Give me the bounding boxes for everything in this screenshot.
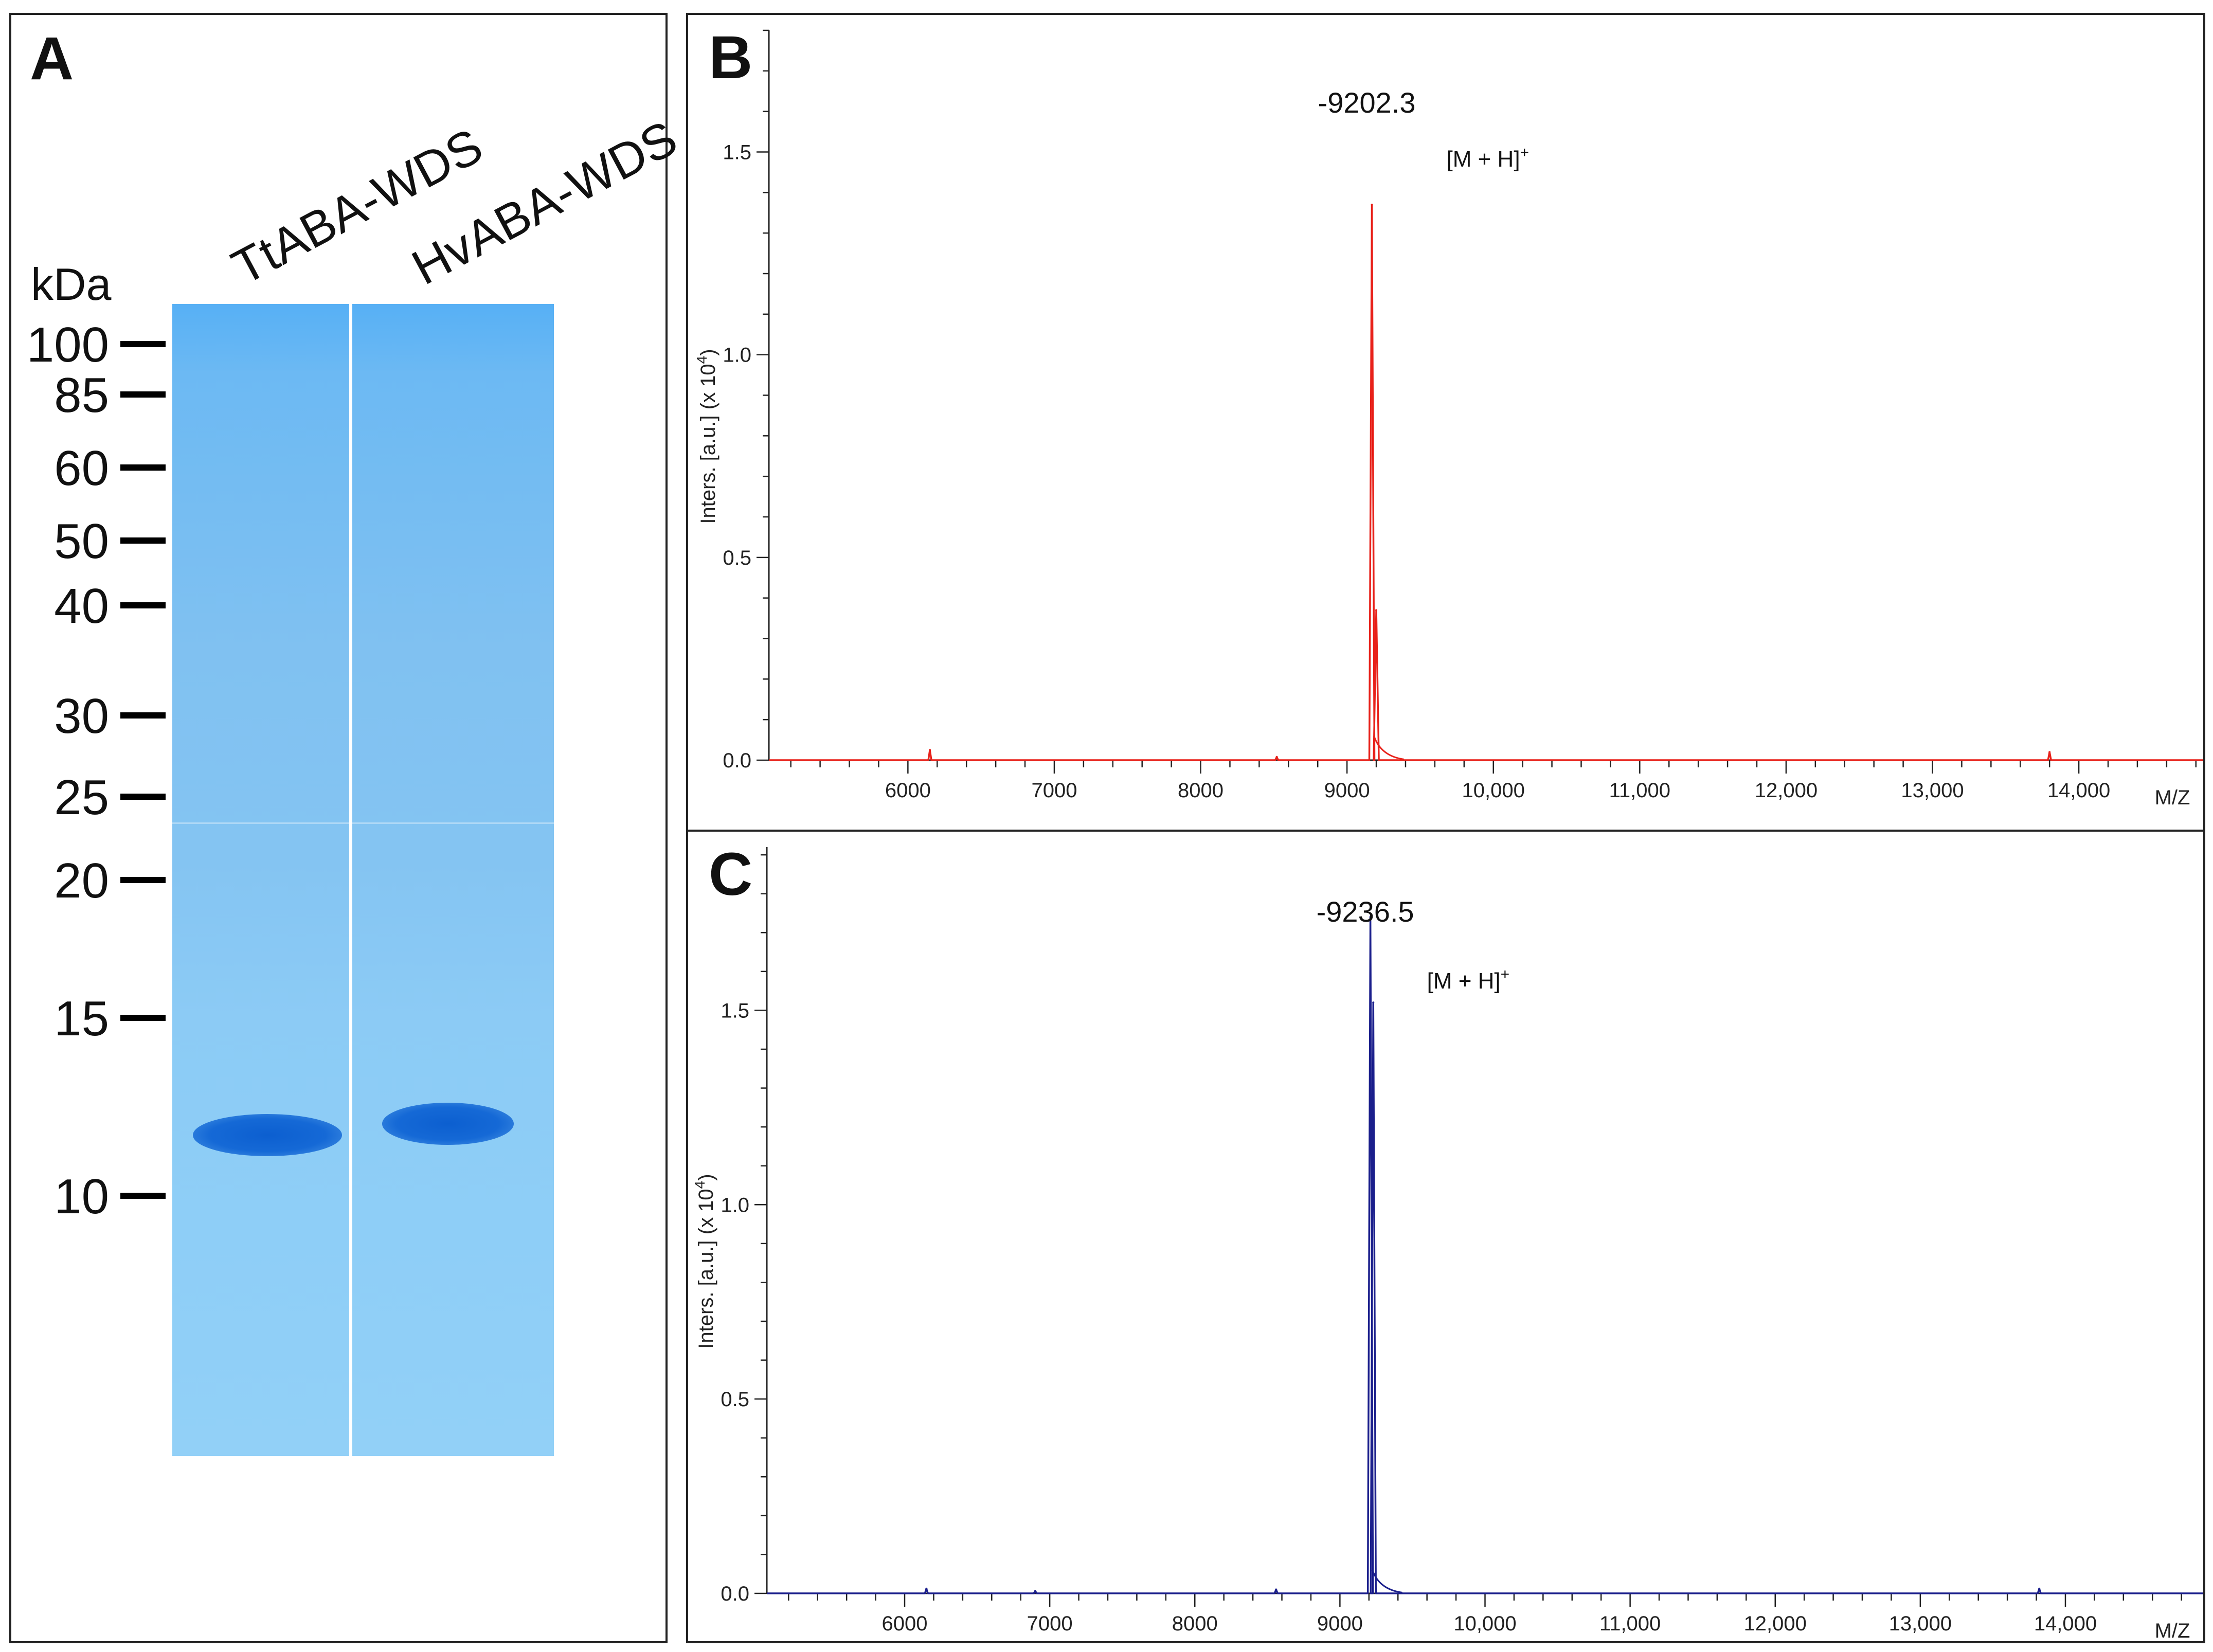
marker-tick <box>120 1193 166 1199</box>
marker-row: 15 <box>11 992 176 1044</box>
panel-c-spectrum: C 6000 7000 8000 9000 10,000 11,000 12,000 13,0… <box>686 832 2205 1643</box>
x-axis-label: M/Z <box>2155 1620 2190 1641</box>
x-axis-label: M/Z <box>2155 786 2190 809</box>
y-tick-label: 1.0 <box>723 344 751 367</box>
peak-point <box>2038 1587 2041 1590</box>
protein-band-lane-2 <box>382 1102 514 1145</box>
marker-row: 40 <box>11 580 176 631</box>
y-tick-label: 1.5 <box>721 999 749 1022</box>
lane-divider <box>349 304 352 1456</box>
marker-row: 50 <box>11 515 176 566</box>
panel-b-letter: B <box>709 24 753 92</box>
x-tick-label: 6000 <box>882 1612 928 1635</box>
panel-c-letter: C <box>709 840 753 908</box>
peak-point <box>2048 751 2051 753</box>
marker-label: 30 <box>54 689 109 744</box>
y-tick-label: 0.5 <box>723 547 751 569</box>
marker-tick <box>120 391 166 398</box>
marker-row: 20 <box>11 854 176 906</box>
peak-point <box>929 749 931 751</box>
marker-row: 100 <box>11 318 176 370</box>
y-tick-label: 0.0 <box>721 1583 749 1605</box>
x-tick-label: 7000 <box>1031 779 1077 802</box>
x-tick-label: 8000 <box>1178 779 1224 802</box>
peak-point <box>1275 1588 1278 1591</box>
y-tick-label: 0.0 <box>723 749 751 772</box>
peak-point <box>1372 1001 1375 1004</box>
marker-label: 20 <box>54 853 109 908</box>
peak-mass-label: -9202.3 <box>1318 86 1416 119</box>
x-tick-label: 11,000 <box>1609 779 1670 802</box>
y-tick-label: 1.5 <box>723 141 751 164</box>
x-tick-label: 6000 <box>885 779 931 802</box>
x-tick-label: 9000 <box>1317 1612 1363 1635</box>
marker-label: 50 <box>54 514 109 569</box>
marker-tick <box>120 341 166 347</box>
x-tick-label: 11,000 <box>1599 1612 1661 1635</box>
x-tick-label: 12,000 <box>1755 779 1818 802</box>
x-tick-label: 8000 <box>1172 1612 1218 1635</box>
marker-label: 10 <box>54 1169 109 1224</box>
x-tick-label: 12,000 <box>1744 1612 1807 1635</box>
spectrum-line <box>767 916 2203 1594</box>
kda-unit-label: kDa <box>31 259 112 310</box>
marker-label: 15 <box>54 991 109 1046</box>
marker-row: 85 <box>11 369 176 420</box>
marker-label: 40 <box>54 579 109 634</box>
y-axis-label: Inters. [a.u.] (x 104) <box>694 349 719 524</box>
peak-point <box>1375 609 1378 612</box>
gel-seam <box>172 822 554 824</box>
x-tick-label: 9000 <box>1324 779 1370 802</box>
x-tick-label: 14,000 <box>2034 1612 2097 1635</box>
peak-mass-label: -9236.5 <box>1317 895 1414 928</box>
x-tick-label: 13,000 <box>1889 1612 1952 1635</box>
ion-label: [M + H]+ <box>1447 144 1530 172</box>
marker-label: 60 <box>54 441 109 496</box>
panel-b-spectrum: B 6000 7000 8000 9000 10,000 11,000 12,000 13,0… <box>686 13 2205 832</box>
y-tick-label: 0.5 <box>721 1388 749 1411</box>
marker-row: 30 <box>11 690 176 741</box>
peak-point <box>925 1587 928 1590</box>
peak-point <box>1275 756 1278 758</box>
marker-label: 25 <box>54 770 109 825</box>
x-tick-label: 7000 <box>1027 1612 1073 1635</box>
peak-tail <box>1373 735 1405 760</box>
y-axis-label: Inters. [a.u.] (x 104) <box>692 1174 717 1349</box>
marker-row: 10 <box>11 1170 176 1222</box>
panel-a-letter: A <box>30 25 74 93</box>
x-tick-label: 14,000 <box>2047 779 2110 802</box>
marker-tick <box>120 794 166 800</box>
peak-point <box>1371 203 1373 206</box>
marker-row: 25 <box>11 771 176 822</box>
marker-tick <box>120 1015 166 1021</box>
x-tick-label: 10,000 <box>1453 1612 1516 1635</box>
marker-tick <box>120 537 166 544</box>
gel-image <box>172 304 554 1456</box>
marker-tick <box>120 464 166 471</box>
marker-row: 60 <box>11 442 176 493</box>
x-tick-label: 13,000 <box>1901 779 1964 802</box>
marker-label: 85 <box>54 368 109 423</box>
mass-spectrum-b: 6000 7000 8000 9000 10,000 11,000 12,000 13,000… <box>694 29 2203 809</box>
protein-band-lane-1 <box>193 1114 342 1156</box>
peak-tail <box>1372 1570 1402 1593</box>
peak-point <box>1369 916 1372 919</box>
spectrum-line <box>769 204 2203 761</box>
marker-tick <box>120 877 166 883</box>
mass-spectrum-c: 6000 7000 8000 9000 10,000 11,000 12,000 13,000… <box>692 847 2203 1641</box>
ion-label: [M + H]+ <box>1427 966 1510 994</box>
marker-label: 100 <box>26 317 109 372</box>
peak-point <box>1034 1590 1036 1592</box>
panel-a-gel: A TtABA-WDS HvABA-WDS kDa 100 85 60 50 4… <box>9 13 686 1643</box>
x-tick-label: 10,000 <box>1462 779 1525 802</box>
y-tick-label: 1.0 <box>721 1194 749 1216</box>
marker-tick <box>120 712 166 719</box>
marker-tick <box>120 602 166 608</box>
